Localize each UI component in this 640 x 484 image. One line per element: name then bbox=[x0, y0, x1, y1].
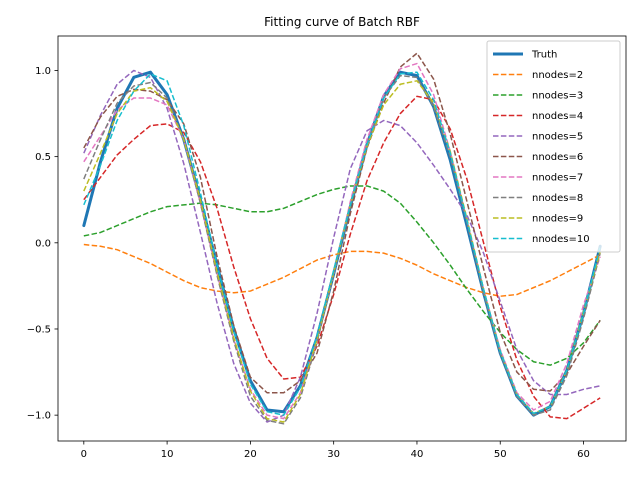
x-tick-label: 20 bbox=[244, 449, 257, 460]
legend-label-6: nnodes=7 bbox=[532, 173, 583, 184]
chart-title: Fitting curve of Batch RBF bbox=[264, 15, 420, 29]
series-line-9 bbox=[83, 71, 601, 416]
legend-label-4: nnodes=5 bbox=[532, 132, 583, 143]
series-line-4 bbox=[83, 69, 601, 423]
y-tick-label: 0.5 bbox=[35, 152, 51, 163]
plot-frame bbox=[57, 35, 627, 442]
x-tick-label: 40 bbox=[411, 449, 424, 460]
x-axis: 0 10 20 30 40 50 60 bbox=[81, 441, 590, 460]
legend-label-1: nnodes=2 bbox=[532, 70, 583, 81]
legend-label-2: nnodes=3 bbox=[532, 91, 583, 102]
series-line-3 bbox=[83, 95, 601, 420]
legend-label-9: nnodes=10 bbox=[532, 234, 590, 245]
x-tick-label: 10 bbox=[161, 449, 174, 460]
legend-label-0: Truth bbox=[531, 50, 557, 61]
x-tick-label: 0 bbox=[81, 449, 87, 460]
legend-label-7: nnodes=8 bbox=[532, 193, 583, 204]
series-line-1 bbox=[83, 243, 601, 297]
x-tick-label: 30 bbox=[327, 449, 340, 460]
legend-label-8: nnodes=9 bbox=[532, 214, 583, 225]
series-layer bbox=[82, 52, 602, 425]
legend-label-5: nnodes=6 bbox=[532, 152, 583, 163]
y-tick-label: 1.0 bbox=[35, 66, 51, 77]
series-line-2 bbox=[83, 185, 601, 366]
x-tick-label: 60 bbox=[577, 449, 590, 460]
y-tick-label: −0.5 bbox=[27, 324, 51, 335]
x-tick-label: 50 bbox=[494, 449, 507, 460]
legend: Truth nnodes=2 nnodes=3 nnodes=4 nnodes=5 nno… bbox=[486, 40, 621, 253]
y-tick-label: 0.0 bbox=[35, 238, 51, 249]
legend-label-3: nnodes=4 bbox=[532, 111, 583, 122]
y-tick-label: −1.0 bbox=[27, 411, 51, 422]
legend-box bbox=[486, 40, 621, 253]
y-axis: −1.0 −0.5 0.0 0.5 1.0 bbox=[27, 66, 58, 422]
